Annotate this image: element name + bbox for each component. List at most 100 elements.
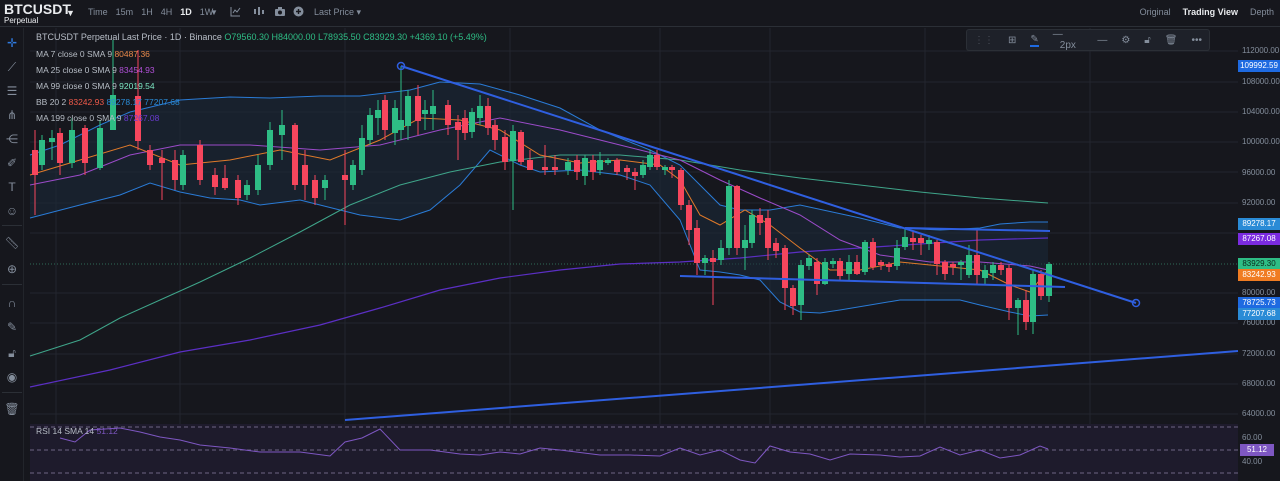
trendline-icon[interactable]: ⟋ xyxy=(7,60,17,74)
trendline-price-tag: 109992.59 xyxy=(1238,60,1280,72)
ruler-icon[interactable]: 📏︎ xyxy=(4,236,20,250)
axis-tick: 96000.00 xyxy=(1242,168,1276,177)
chart-type-icon[interactable] xyxy=(252,6,265,20)
contract-type: Perpetual xyxy=(4,16,39,25)
axis-tick: 80000.00 xyxy=(1242,288,1276,297)
rsi-axis-tick: 60.00 xyxy=(1242,433,1263,442)
last-price-tag: 83929.30 xyxy=(1238,258,1280,270)
axis-tick: 68000.00 xyxy=(1242,379,1276,388)
axis-tick: 112000.00 xyxy=(1242,46,1280,55)
price-chart-canvas[interactable] xyxy=(0,28,1280,481)
bb-lower-tag: 77207.68 xyxy=(1238,308,1280,320)
legend-ma7[interactable]: MA 7 close 0 SMA 9 80487.36 xyxy=(36,49,150,59)
crosshair-icon[interactable]: ✛ xyxy=(6,36,18,50)
axis-tick: 104000.00 xyxy=(1242,107,1280,116)
bb-basis-tag: 83242.93 xyxy=(1238,269,1280,281)
rsi-value-tag: 51.12 xyxy=(1240,444,1274,456)
legend-ma99[interactable]: MA 99 close 0 SMA 9 92019.54 xyxy=(36,81,155,91)
zoom-in-icon[interactable]: ⊕ xyxy=(6,262,18,276)
interval-selector: Time 15m 1H 4H 1D 1W xyxy=(88,7,221,17)
ma99-value: 92019.54 xyxy=(119,81,155,91)
ma25-value: 83454.93 xyxy=(119,65,155,75)
interval-time[interactable]: Time xyxy=(88,7,108,17)
trash-icon[interactable]: 🗑︎ xyxy=(4,402,20,416)
legend-change: +4369.10 (+5.49%) xyxy=(409,32,487,42)
axis-tick: 72000.00 xyxy=(1242,349,1276,358)
emoji-icon[interactable]: ☺ xyxy=(5,204,19,218)
toolbar-divider xyxy=(2,392,22,393)
more-intervals-chevron-icon[interactable]: ▼ xyxy=(210,8,218,17)
view-original[interactable]: Original xyxy=(1139,7,1171,17)
ma99-label: MA 99 close 0 SMA 9 xyxy=(36,81,117,91)
lock-drawing-icon[interactable]: ✎ xyxy=(6,320,18,334)
ma7-label: MA 7 close 0 SMA 9 xyxy=(36,49,113,59)
legend-high: H84000.00 xyxy=(271,32,316,42)
bb-upper-tag: 89278.17 xyxy=(1238,218,1280,230)
legend-title: BTCUSDT Perpetual Last Price · 1D · Bina… xyxy=(36,32,222,42)
text-icon[interactable]: T xyxy=(8,180,16,194)
axis-tick: 100000.00 xyxy=(1242,137,1280,146)
interval-15m[interactable]: 15m xyxy=(115,7,134,17)
unlock-icon[interactable]: 🔓︎ xyxy=(8,346,16,360)
rsi-legend[interactable]: RSI 14 SMA 14 51.12 xyxy=(36,426,118,436)
line-style-icon[interactable]: — xyxy=(1097,34,1108,46)
pattern-icon[interactable]: ⋔ xyxy=(6,108,18,122)
ma7-value: 80487.36 xyxy=(114,49,150,59)
rsi-axis-tick: 40.00 xyxy=(1242,457,1263,466)
legend-ma199[interactable]: MA 199 close 0 SMA 9 87267.08 xyxy=(36,113,159,123)
symbol-title[interactable]: BTCUSDT xyxy=(4,1,71,17)
view-trading-view[interactable]: Trading View xyxy=(1182,7,1238,17)
eye-icon[interactable]: ◉ xyxy=(6,370,18,384)
price-type-select[interactable]: Last Price ▾ xyxy=(314,7,362,17)
legend-ma25[interactable]: MA 25 close 0 SMA 9 83454.93 xyxy=(36,65,155,75)
toolbar-divider xyxy=(2,284,22,285)
drawing-toolbar: ⋮⋮ ⊞ ✎ — 2px — ⚙ 🔓︎ 🗑︎ ••• xyxy=(966,29,1210,51)
chevron-down-icon[interactable]: ▼ xyxy=(66,8,75,18)
plus-circle-icon[interactable] xyxy=(293,6,304,20)
legend-open: O79560.30 xyxy=(224,32,269,42)
ma25-label: MA 25 close 0 SMA 9 xyxy=(36,65,117,75)
line-width-value: 2px xyxy=(1059,40,1076,51)
fib-icon[interactable]: ⋲ xyxy=(6,132,18,146)
drag-handle-icon[interactable]: ⋮⋮ xyxy=(974,34,994,46)
chart-legend-title: BTCUSDT Perpetual Last Price · 1D · Bina… xyxy=(36,32,487,42)
line-width-button[interactable]: — 2px xyxy=(1052,29,1076,51)
interval-1d[interactable]: 1D xyxy=(180,7,192,17)
axis-tick: 76000.00 xyxy=(1242,318,1276,327)
camera-icon[interactable] xyxy=(274,6,286,20)
trash-icon[interactable]: 🗑︎ xyxy=(1164,34,1178,46)
view-depth[interactable]: Depth xyxy=(1249,7,1274,17)
indicators-icon[interactable] xyxy=(230,6,241,20)
horizontal-lines-icon[interactable]: ☰ xyxy=(6,84,18,98)
pencil-color-icon[interactable]: ✎ xyxy=(1030,33,1039,47)
legend-low: L78935.50 xyxy=(318,32,361,42)
interval-1w[interactable]: 1W xyxy=(199,7,214,17)
legend-close: C83929.30 xyxy=(363,32,408,42)
price-type-label: Last Price xyxy=(314,7,355,17)
axis-tick: 108000.00 xyxy=(1242,77,1280,86)
ma199-value: 87267.08 xyxy=(123,113,160,123)
template-icon[interactable]: ⊞ xyxy=(1008,34,1017,46)
brush-icon[interactable]: ✐ xyxy=(6,156,18,170)
unlock-icon[interactable]: 🔓︎ xyxy=(1144,34,1151,46)
chart-area[interactable]: BTCUSDT Perpetual Last Price · 1D · Bina… xyxy=(0,28,1280,481)
top-toolbar: BTCUSDT ▼ Perpetual Time 15m 1H 4H 1D 1W… xyxy=(0,0,1280,27)
ma199-tag: 87267.08 xyxy=(1238,233,1280,245)
more-icon[interactable]: ••• xyxy=(1191,34,1202,46)
trendline-end-tag: 78725.73 xyxy=(1238,297,1280,309)
magnet-icon[interactable]: ∩ xyxy=(7,296,17,310)
bb-upper-value: 89278.17 xyxy=(106,97,142,107)
interval-4h[interactable]: 4H xyxy=(160,7,173,17)
drawn-trendlines[interactable] xyxy=(344,61,1239,421)
interval-1h[interactable]: 1H xyxy=(141,7,153,17)
rsi-value: 51.12 xyxy=(96,426,118,436)
legend-bb[interactable]: BB 20 2 83242.93 89278.17 77207.68 xyxy=(36,97,180,107)
bb-label: BB 20 2 xyxy=(36,97,67,107)
view-switcher: Original Trading View Depth xyxy=(1140,7,1274,17)
bb-lower-value: 77207.68 xyxy=(144,97,180,107)
ma199-label: MA 199 close 0 SMA 9 xyxy=(36,113,122,123)
left-drawing-tools: ✛ ⟋ ☰ ⋔ ⋲ ✐ T ☺ 📏︎ ⊕ ∩ ✎ 🔓︎ ◉ 🗑︎ xyxy=(0,28,24,481)
bb-basis-value: 83242.93 xyxy=(68,97,105,107)
axis-tick: 92000.00 xyxy=(1242,198,1276,207)
settings-icon[interactable]: ⚙ xyxy=(1121,34,1131,46)
